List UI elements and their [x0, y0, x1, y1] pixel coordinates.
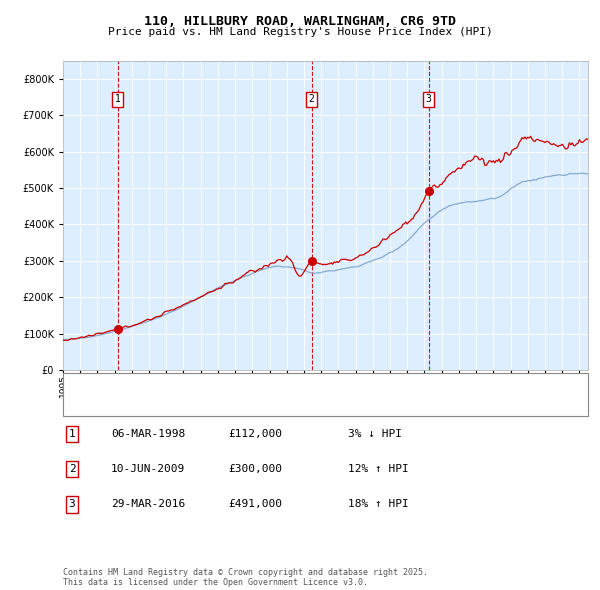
Text: 110, HILLBURY ROAD, WARLINGHAM, CR6 9TD: 110, HILLBURY ROAD, WARLINGHAM, CR6 9TD: [144, 15, 456, 28]
Text: 3% ↓ HPI: 3% ↓ HPI: [348, 429, 402, 438]
Text: HPI: Average price, semi-detached house, Tandridge: HPI: Average price, semi-detached house,…: [111, 399, 405, 409]
Text: 110, HILLBURY ROAD, WARLINGHAM, CR6 9TD (semi-detached house): 110, HILLBURY ROAD, WARLINGHAM, CR6 9TD …: [111, 380, 469, 390]
Text: 29-MAR-2016: 29-MAR-2016: [111, 500, 185, 509]
Text: £491,000: £491,000: [228, 500, 282, 509]
Text: 1: 1: [115, 94, 121, 104]
Text: 06-MAR-1998: 06-MAR-1998: [111, 429, 185, 438]
Text: £300,000: £300,000: [228, 464, 282, 474]
Text: £112,000: £112,000: [228, 429, 282, 438]
Text: 12% ↑ HPI: 12% ↑ HPI: [348, 464, 409, 474]
Text: 18% ↑ HPI: 18% ↑ HPI: [348, 500, 409, 509]
Text: 2: 2: [68, 464, 76, 474]
Text: 1: 1: [68, 429, 76, 438]
Text: Price paid vs. HM Land Registry's House Price Index (HPI): Price paid vs. HM Land Registry's House …: [107, 27, 493, 37]
Text: 3: 3: [426, 94, 432, 104]
Text: 2: 2: [308, 94, 314, 104]
Text: 10-JUN-2009: 10-JUN-2009: [111, 464, 185, 474]
Text: Contains HM Land Registry data © Crown copyright and database right 2025.
This d: Contains HM Land Registry data © Crown c…: [63, 568, 428, 587]
Text: 3: 3: [68, 500, 76, 509]
